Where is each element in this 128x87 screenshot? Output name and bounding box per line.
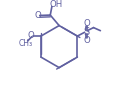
Text: OH: OH <box>49 0 63 9</box>
Text: O: O <box>28 31 34 40</box>
Text: CH₃: CH₃ <box>19 39 33 48</box>
Text: O: O <box>34 11 41 20</box>
Text: O: O <box>83 19 90 28</box>
Text: S: S <box>83 27 89 37</box>
Text: O: O <box>83 36 90 45</box>
